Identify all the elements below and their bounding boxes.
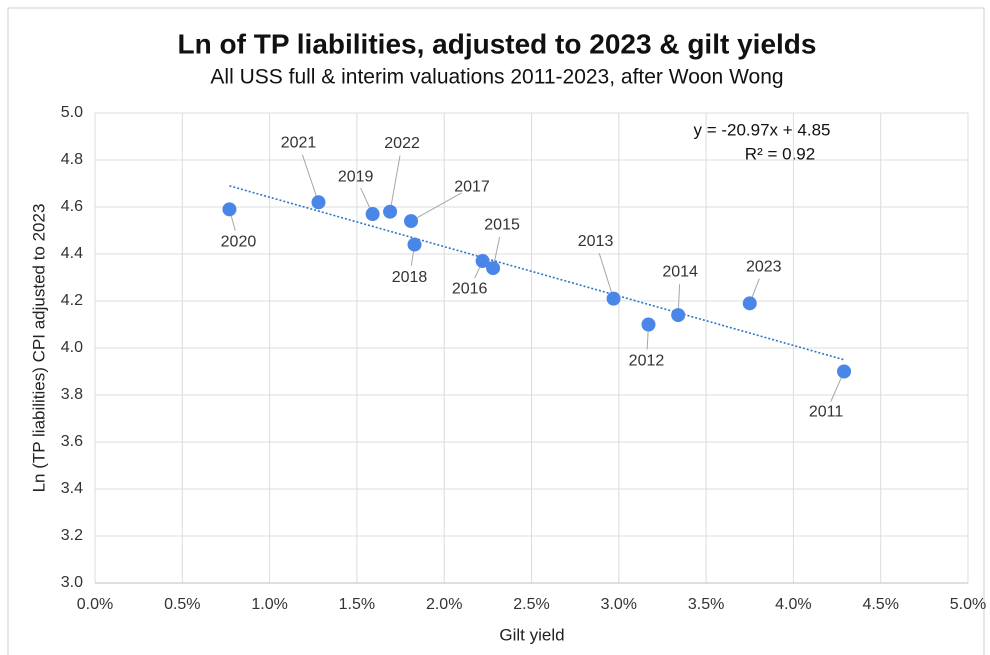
y-tick-label: 3.2 (61, 527, 83, 544)
y-tick-label: 3.8 (61, 386, 83, 403)
leader-line (646, 331, 649, 350)
point-label: 2019 (338, 168, 374, 185)
point (222, 202, 237, 217)
x-tick-label: 1.0% (251, 596, 287, 613)
leader-line (416, 192, 462, 219)
y-tick-label: 4.6 (61, 198, 83, 215)
x-tick-label: 0.0% (77, 596, 113, 613)
x-tick-label: 3.0% (601, 596, 637, 613)
point-label: 2014 (662, 263, 698, 280)
x-tick-label: 2.0% (426, 596, 462, 613)
point (365, 207, 380, 222)
point-label: 2018 (392, 269, 428, 286)
point (837, 364, 852, 379)
leader-line (390, 155, 401, 205)
x-tick-label: 0.5% (164, 596, 200, 613)
point (311, 195, 326, 210)
leader-line (494, 236, 501, 262)
y-tick-label: 5.0 (61, 104, 83, 121)
y-tick-label: 3.6 (61, 433, 83, 450)
leader-line (474, 267, 481, 279)
trend-equation: y = -20.97x + 4.85 (693, 120, 830, 139)
point (486, 261, 501, 276)
y-axis-title: Ln (TP liabilities) CPI adjusted to 2023 (29, 204, 48, 493)
chart-title: Ln of TP liabilities, adjusted to 2023 &… (178, 28, 817, 59)
y-tick-label: 4.8 (61, 151, 83, 168)
x-tick-label: 1.5% (339, 596, 375, 613)
x-tick-label: 4.0% (775, 596, 811, 613)
trend-r2: R² = 0.92 (745, 144, 815, 163)
point (407, 237, 422, 252)
leader-line (360, 187, 371, 208)
point-label: 2013 (578, 233, 614, 250)
point-label: 2012 (629, 353, 665, 370)
point-label: 2021 (281, 135, 317, 152)
chart-border (7, 7, 985, 655)
y-tick-label: 4.4 (61, 245, 83, 262)
point (383, 204, 398, 219)
y-tick-label: 4.0 (61, 339, 83, 356)
point (671, 308, 686, 323)
trendline (229, 185, 845, 361)
leader-line (301, 154, 317, 196)
y-tick-label: 3.4 (61, 480, 83, 497)
point (641, 317, 656, 332)
point-label: 2015 (484, 216, 520, 233)
leader-line (677, 284, 681, 309)
y-tick-label: 3.0 (61, 574, 83, 591)
x-tick-label: 4.5% (862, 596, 898, 613)
x-tick-label: 2.5% (513, 596, 549, 613)
point (475, 254, 490, 269)
chart-subtitle: All USS full & interim valuations 2011-2… (210, 66, 783, 89)
point-label: 2023 (746, 259, 782, 276)
leader-line (410, 251, 414, 266)
point-label: 2016 (452, 280, 488, 297)
leader-line (230, 215, 236, 231)
leader-line (830, 377, 842, 402)
point (606, 291, 621, 306)
point-label: 2017 (454, 178, 490, 195)
x-axis-title: Gilt yield (499, 625, 564, 644)
point-label: 2022 (384, 135, 420, 152)
point (404, 214, 419, 229)
point (742, 296, 757, 311)
leader-line (598, 252, 612, 293)
leader-line (751, 278, 760, 298)
x-tick-label: 5.0% (950, 596, 986, 613)
point-label: 2011 (809, 404, 844, 421)
point-label: 2020 (221, 234, 257, 251)
x-tick-label: 3.5% (688, 596, 724, 613)
y-tick-label: 4.2 (61, 292, 83, 309)
